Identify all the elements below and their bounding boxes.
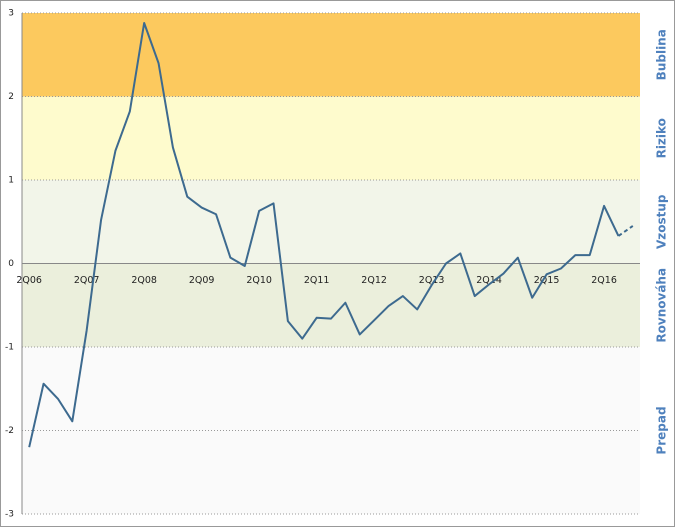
x-tick-label: 2Q12 [361, 275, 387, 286]
data-line [617, 225, 634, 237]
x-tick-label: 2Q11 [304, 275, 330, 286]
band-label: Rovnováha [655, 268, 669, 343]
x-tick-label: 2Q08 [131, 275, 157, 286]
x-tick-label: 2Q16 [591, 275, 617, 286]
data-line [28, 22, 620, 448]
band-label: Prepad [655, 406, 669, 454]
x-tick-label: 2Q09 [189, 275, 215, 286]
x-tick-label: 2Q14 [476, 275, 502, 286]
x-tick-label: 2Q15 [534, 275, 560, 286]
band [22, 13, 640, 97]
x-tick-label: 2Q13 [419, 275, 445, 286]
band [22, 263, 640, 347]
y-tick-label: -3 [5, 510, 14, 520]
y-tick-label: -1 [5, 343, 14, 353]
x-tick-label: 2Q06 [16, 275, 42, 286]
x-tick-label: 2Q10 [246, 275, 272, 286]
band [22, 96, 640, 180]
band-label: Vzostup [655, 194, 669, 249]
y-tick-label: 1 [8, 176, 14, 186]
y-tick-label: 0 [8, 259, 14, 269]
band-label: Bublina [655, 29, 669, 80]
x-tick-label: 2Q07 [74, 275, 100, 286]
y-tick-label: -2 [5, 426, 14, 436]
band-label: Riziko [655, 118, 669, 158]
band [22, 180, 640, 264]
y-tick-label: 3 [8, 9, 14, 19]
y-tick-label: 2 [8, 92, 14, 102]
